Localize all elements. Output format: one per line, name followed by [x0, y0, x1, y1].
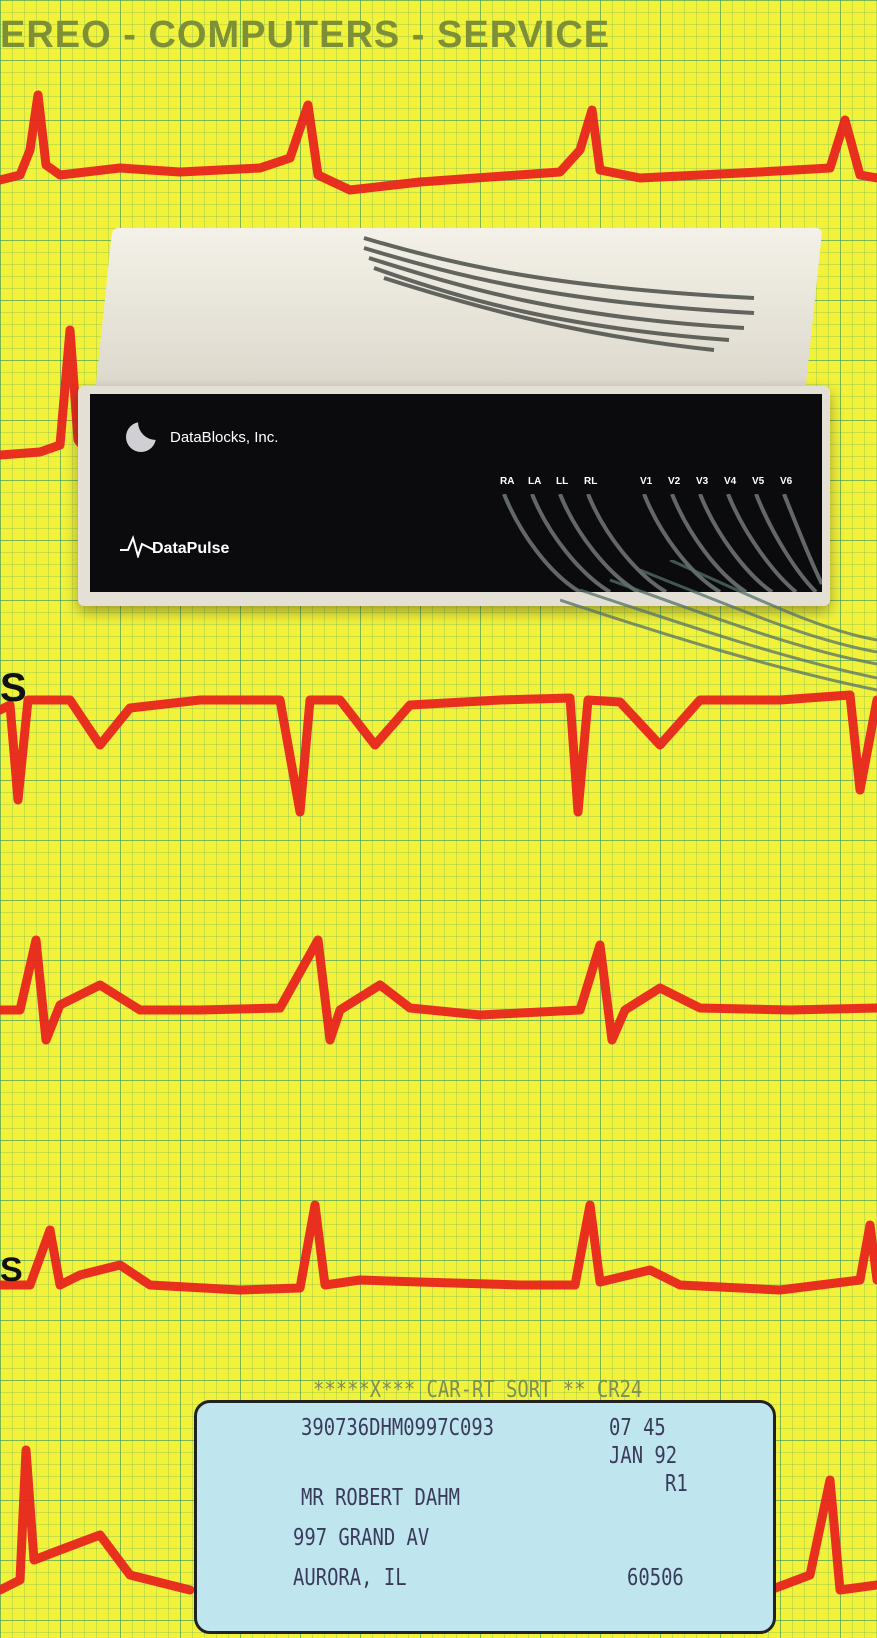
ecg-device: DataBlocks, Inc. DataPulse RA LA LL RL V… — [64, 228, 834, 618]
lead-label: V1 — [640, 476, 653, 487]
ecg-trace-4 — [0, 935, 877, 1045]
ecg-trace-5 — [0, 1200, 877, 1295]
lead-label: LL — [556, 476, 569, 487]
mailing-label: *****X*** CAR-RT SORT ** CR24 390736DHM0… — [194, 1377, 776, 1634]
account-code: 390736DHM0997C093 — [301, 1415, 495, 1441]
lead-label: RL — [584, 476, 598, 487]
route-code: R1 — [665, 1471, 688, 1497]
company-logo-icon — [126, 422, 156, 452]
device-panel: DataBlocks, Inc. DataPulse RA LA LL RL V… — [90, 394, 822, 592]
sort-line: *****X*** CAR-RT SORT ** CR24 — [313, 1377, 643, 1403]
ecg-trace-1 — [0, 90, 877, 195]
lead-label: LA — [528, 476, 542, 487]
city-state: AURORA, IL — [293, 1565, 407, 1591]
edge-letter-lower: S — [0, 1251, 23, 1289]
lead-label: V5 — [752, 476, 765, 487]
page-headline: EREO - COMPUTERS - SERVICE — [0, 14, 611, 56]
ecg-trace-7 — [765, 1475, 877, 1595]
ecg-trace-6 — [0, 1445, 195, 1595]
recipient-name: MR ROBERT DAHM — [301, 1485, 460, 1511]
lead-label: V2 — [668, 476, 681, 487]
lead-wires-front — [502, 494, 822, 592]
expiry-date: JAN 92 — [609, 1443, 678, 1469]
product-name: DataPulse — [152, 540, 230, 557]
lead-label: V3 — [696, 476, 709, 487]
lead-label: V6 — [780, 476, 793, 487]
ecg-trace-3 — [0, 690, 877, 817]
company-name: DataBlocks, Inc. — [170, 429, 279, 446]
lead-label: RA — [500, 476, 515, 487]
zip-code: 60506 — [627, 1565, 684, 1591]
edge-letter-middle: S — [0, 666, 27, 710]
lead-wires-bundle — [363, 236, 755, 352]
trailing-wires — [560, 560, 877, 692]
device-front: DataBlocks, Inc. DataPulse RA LA LL RL V… — [78, 386, 830, 606]
lead-label: V4 — [724, 476, 737, 487]
issue-number: 07 45 — [609, 1415, 666, 1441]
street-address: 997 GRAND AV — [293, 1525, 430, 1551]
pulse-wave-icon — [120, 534, 154, 558]
